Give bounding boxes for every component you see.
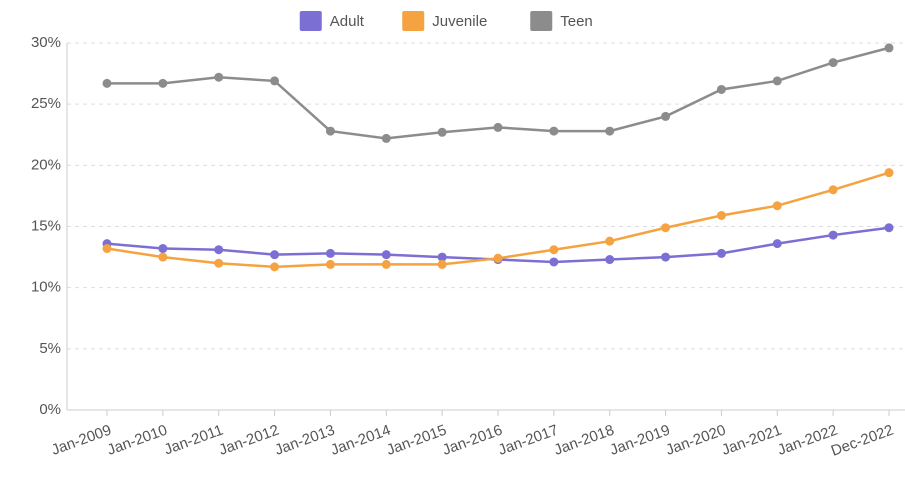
series-line	[106, 171, 890, 269]
data-point	[493, 122, 503, 132]
data-point	[381, 133, 391, 143]
data-point	[716, 248, 726, 258]
data-point	[549, 257, 559, 267]
data-point	[828, 230, 838, 240]
y-tick-label: 10%	[31, 279, 61, 296]
x-tick-label: Jan-2015	[384, 422, 449, 459]
legend-label: Teen	[560, 13, 593, 30]
x-tick-label: Jan-2020	[664, 422, 729, 459]
data-point	[549, 126, 559, 136]
data-point	[437, 127, 447, 137]
data-point	[270, 76, 280, 86]
data-point	[605, 236, 615, 246]
data-point	[158, 78, 168, 88]
data-point	[605, 255, 615, 265]
data-point	[270, 262, 280, 272]
data-point	[884, 43, 894, 53]
data-point	[102, 78, 112, 88]
data-point	[437, 259, 447, 269]
data-point	[381, 250, 391, 260]
data-point	[549, 245, 559, 255]
x-tick-label: Jan-2010	[105, 422, 170, 459]
data-point	[102, 244, 112, 254]
x-tick-label: Jan-2017	[496, 422, 561, 459]
data-point	[884, 223, 894, 233]
y-tick-label: 15%	[31, 217, 61, 234]
y-tick-label: 25%	[31, 95, 61, 112]
x-tick-label: Dec-2022	[829, 422, 896, 460]
data-point	[158, 252, 168, 262]
legend-label: Juvenile	[432, 13, 487, 30]
x-tick-label: Jan-2014	[328, 422, 393, 459]
data-point	[325, 126, 335, 136]
data-point	[884, 168, 894, 178]
data-point	[605, 126, 615, 136]
data-point	[325, 259, 335, 269]
data-point	[270, 250, 280, 260]
data-point	[661, 223, 671, 233]
x-tick-label: Jan-2009	[49, 422, 114, 459]
y-tick-label: 5%	[39, 340, 61, 357]
data-point	[214, 258, 224, 268]
data-point	[772, 239, 782, 249]
data-point	[716, 84, 726, 94]
x-tick-label: Jan-2019	[608, 422, 673, 459]
data-point	[828, 185, 838, 195]
data-point	[772, 76, 782, 86]
data-point	[437, 252, 447, 262]
data-point	[493, 253, 503, 263]
data-point	[214, 245, 224, 255]
x-tick-label: Jan-2011	[162, 422, 226, 459]
data-point	[214, 72, 224, 82]
x-tick-label: Jan-2016	[440, 422, 505, 459]
data-point	[158, 244, 168, 254]
legend-swatch	[402, 11, 425, 31]
data-point	[381, 259, 391, 269]
legend-swatch	[530, 11, 553, 31]
data-point	[772, 201, 782, 211]
y-tick-label: 20%	[31, 156, 61, 173]
legend-label: Adult	[330, 13, 365, 30]
legend-swatch	[299, 11, 322, 31]
x-tick-label: Jan-2021	[719, 422, 784, 459]
data-point	[828, 58, 838, 68]
data-point	[661, 252, 671, 262]
x-tick-label: Jan-2013	[273, 422, 338, 459]
data-point	[716, 210, 726, 220]
x-tick-label: Jan-2022	[775, 422, 840, 459]
y-tick-label: 0%	[39, 401, 61, 418]
data-point	[325, 248, 335, 258]
x-tick-label: Jan-2012	[217, 422, 282, 459]
x-tick-label: Jan-2018	[552, 422, 617, 459]
y-tick-label: 30%	[31, 34, 61, 51]
data-point	[661, 111, 671, 121]
